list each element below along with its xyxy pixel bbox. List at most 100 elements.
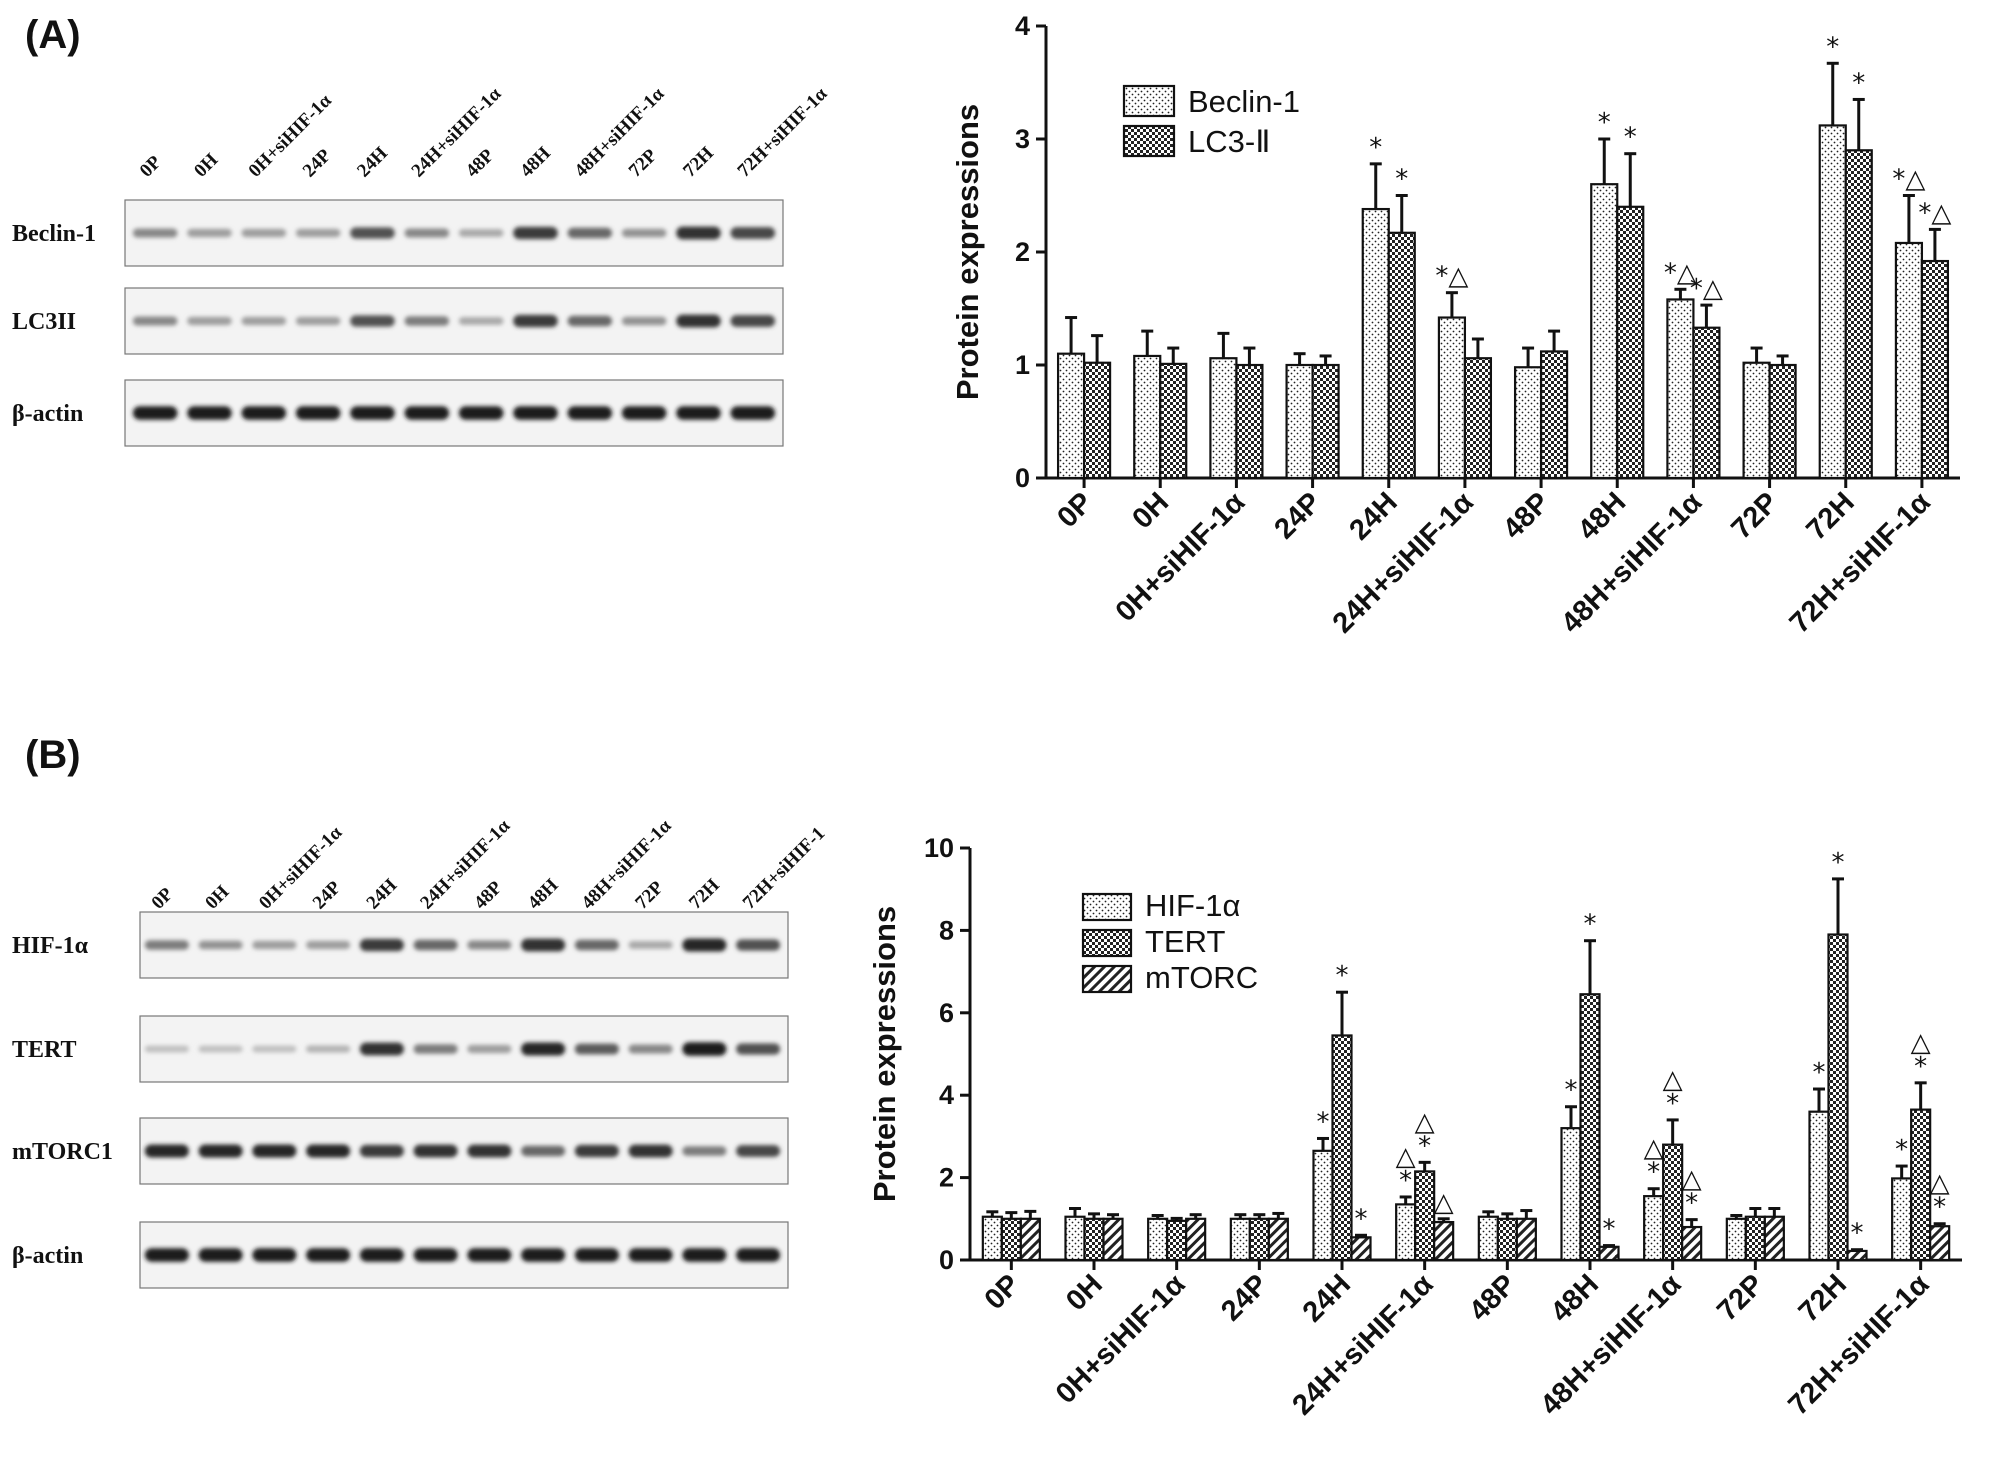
bar <box>1395 1203 1417 1262</box>
significance-mark: * <box>1851 1219 1864 1249</box>
blot-band <box>628 1044 673 1054</box>
blot-band <box>458 229 504 237</box>
blot-band <box>198 1045 243 1053</box>
blot-band <box>350 315 395 327</box>
bar <box>1515 1217 1537 1262</box>
bar <box>1147 1217 1169 1262</box>
legend-swatch <box>1081 964 1133 994</box>
blot-band <box>736 939 781 951</box>
blot-band <box>359 1248 404 1262</box>
bar <box>1662 1143 1684 1262</box>
blot-band <box>306 940 351 950</box>
significance-mark: * <box>1852 68 1865 98</box>
blot-band <box>676 406 721 420</box>
bar <box>1666 298 1695 480</box>
bar <box>1590 183 1619 480</box>
bar <box>1267 1217 1289 1262</box>
y-tick-label: 4 <box>1015 11 1030 41</box>
y-tick-label: 0 <box>1015 463 1030 493</box>
blot-band <box>513 314 558 328</box>
blot-row-label: β-actin <box>12 401 83 427</box>
blot-band <box>144 1144 189 1158</box>
significance-mark: *△ <box>1664 258 1697 288</box>
bar <box>1159 362 1188 480</box>
blot-band <box>187 406 232 420</box>
lane-label: 24H <box>363 875 402 914</box>
x-tick-label: 72H <box>1800 486 1860 546</box>
significance-mark: *△ <box>1690 274 1723 304</box>
bar <box>1064 1215 1086 1262</box>
blot-band <box>513 226 558 240</box>
x-tick-label: 72P <box>1725 486 1784 545</box>
lane-label: 24H+siHIF-1α <box>416 815 514 913</box>
lane-label: 48H <box>524 875 563 914</box>
y-axis-label: Protein expressions <box>950 104 985 400</box>
blot-band <box>730 227 776 239</box>
blot-band <box>621 228 667 238</box>
bar <box>1387 231 1416 480</box>
significance-mark: * <box>1336 961 1349 991</box>
bar <box>1616 205 1645 480</box>
blot-strip <box>139 1221 789 1289</box>
bar <box>1102 1217 1124 1262</box>
blot-band <box>730 315 776 327</box>
bar <box>1361 207 1390 480</box>
band-group <box>132 406 776 420</box>
blot-strip <box>124 199 784 267</box>
bar <box>1463 357 1493 480</box>
bar <box>1083 1217 1105 1262</box>
bar <box>1496 1217 1518 1262</box>
bar <box>1477 1215 1499 1262</box>
blot-band <box>621 316 667 326</box>
bar <box>1000 1217 1022 1262</box>
legend-label: Beclin-1 <box>1188 84 1300 119</box>
bar <box>1894 241 1924 480</box>
blot-band <box>306 1248 351 1262</box>
blot-band <box>521 938 566 952</box>
blot-row-label: β-actin <box>12 1243 83 1269</box>
blot-band <box>132 228 178 238</box>
significance-mark: *△ <box>1892 165 1925 195</box>
significance-mark: △ * <box>1682 1165 1702 1219</box>
blot-band <box>730 406 776 420</box>
blot-strip <box>124 287 784 355</box>
lane-label: 72H+siHIF-1 <box>739 823 829 913</box>
blot-band <box>359 1144 404 1158</box>
legend-swatch <box>1081 928 1133 958</box>
blot-band <box>144 1045 189 1053</box>
blot-band <box>567 227 613 239</box>
blot-band <box>676 226 721 240</box>
legend-swatch <box>1122 84 1176 118</box>
x-tick-label: 72H+siHIF-1α <box>1782 1268 1935 1421</box>
x-tick-label: 72H <box>1793 1268 1853 1328</box>
y-tick-label: 6 <box>939 998 954 1028</box>
blot-strip <box>124 379 784 447</box>
significance-mark: * <box>1395 165 1408 195</box>
blot-band <box>682 1042 727 1056</box>
y-tick-label: 4 <box>939 1080 954 1110</box>
y-tick-label: 0 <box>939 1245 954 1275</box>
band-group <box>144 1042 781 1056</box>
blot-band <box>574 1043 619 1055</box>
blot-band <box>574 1144 619 1158</box>
lane-label: 48H+siHIF-1α <box>578 815 676 913</box>
blot-band <box>736 1145 781 1157</box>
bar <box>1331 1034 1353 1262</box>
blot-band <box>295 228 341 238</box>
blot-band <box>628 941 673 949</box>
y-tick-label: 2 <box>939 1163 954 1193</box>
bar <box>1681 1225 1703 1262</box>
blot-band <box>404 228 450 238</box>
significance-mark: △ * <box>1911 1028 1931 1082</box>
y-tick-label: 1 <box>1015 350 1030 380</box>
bar <box>1827 933 1849 1262</box>
significance-mark: *△ <box>1435 262 1468 292</box>
legend-label: HIF-1α <box>1145 888 1241 923</box>
x-tick-label: 48H+siHIF-1α <box>1534 1268 1687 1421</box>
bar <box>1846 1249 1868 1262</box>
bar <box>1133 354 1162 480</box>
blot-band <box>521 1042 566 1056</box>
legend-swatch <box>1122 124 1176 158</box>
